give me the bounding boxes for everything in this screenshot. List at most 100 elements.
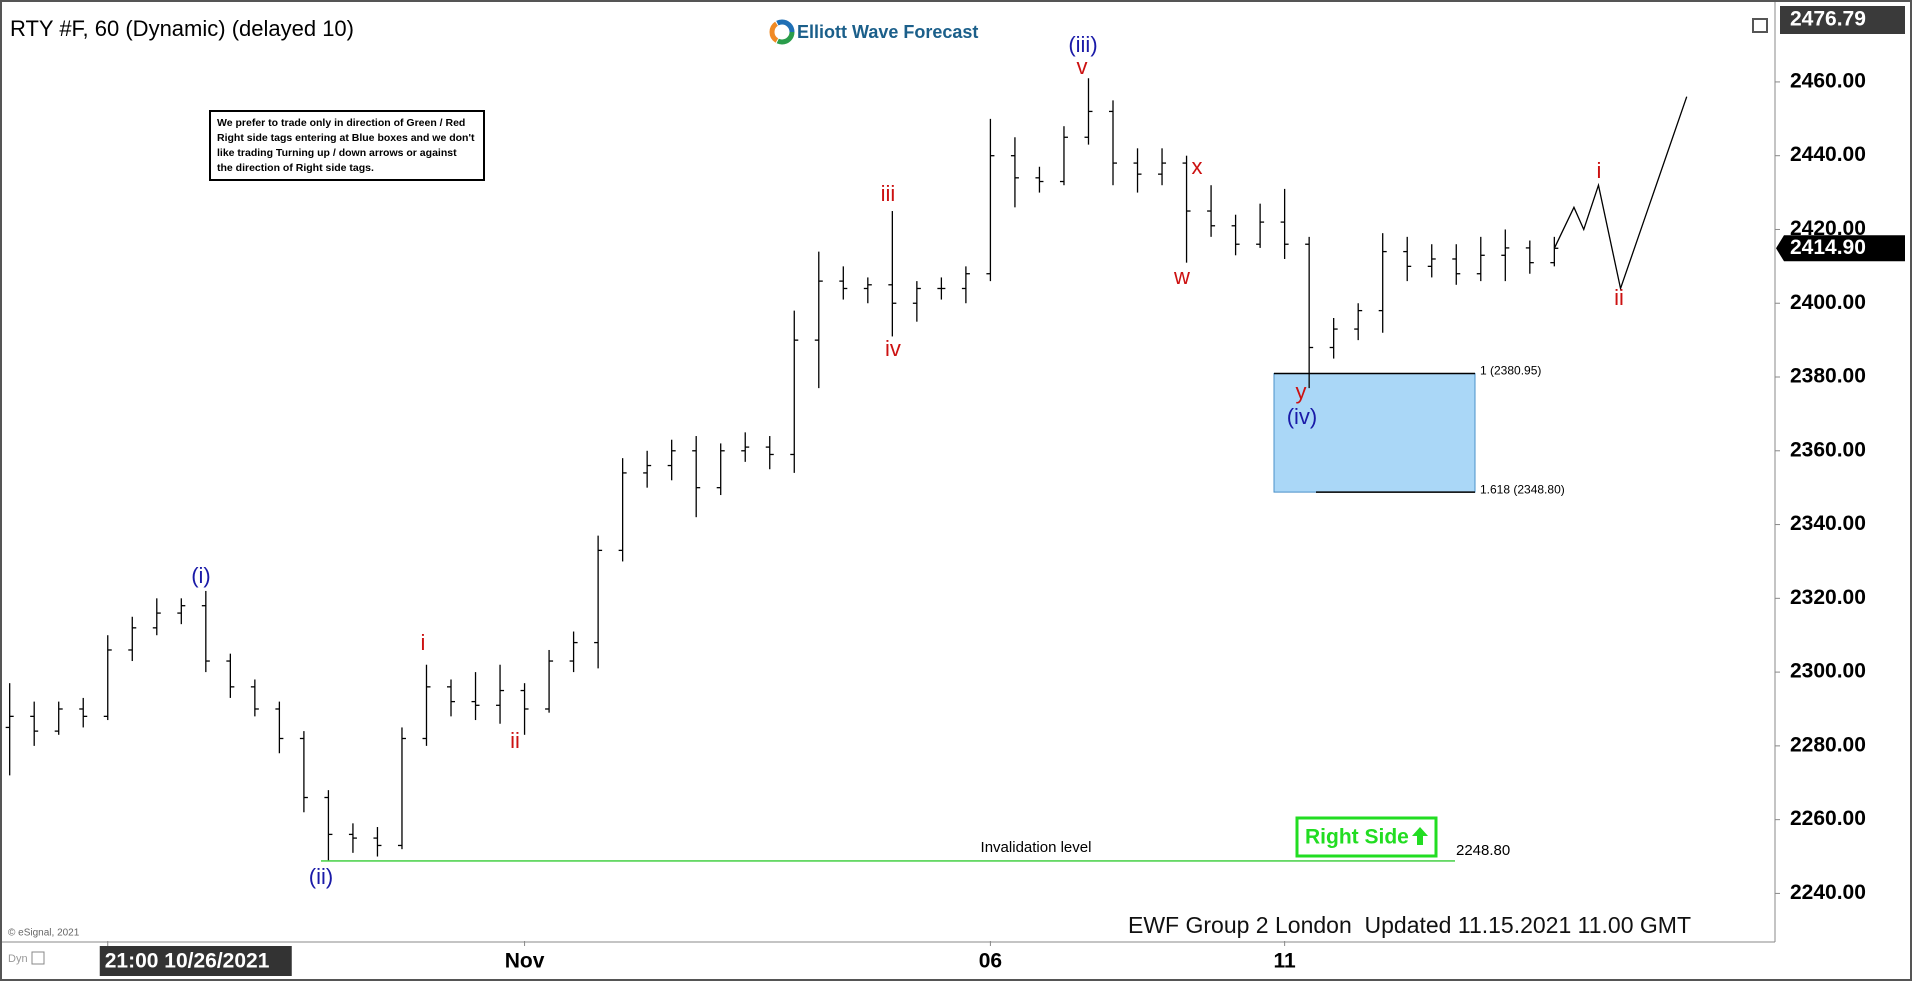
last-price: 2414.90 [1790, 236, 1866, 259]
wave-label: iii [881, 181, 896, 206]
ohlc-bar [79, 697, 88, 728]
ohlc-bar [741, 432, 750, 462]
ohlc-bar [1378, 233, 1387, 333]
wave-label: i [1597, 158, 1602, 183]
y-tick-label: 2240.00 [1790, 881, 1866, 904]
top-price: 2476.79 [1790, 8, 1866, 31]
ohlc-bar [912, 281, 921, 322]
wave-label: (i) [191, 563, 211, 588]
logo-icon [769, 19, 795, 45]
ohlc-bar [1354, 303, 1363, 341]
y-tick-label: 2280.00 [1790, 733, 1866, 756]
ohlc-bar [177, 598, 186, 625]
y-tick-label: 2300.00 [1790, 660, 1866, 683]
note-line: We prefer to trade only in direction of … [217, 117, 465, 129]
ohlc-bar [961, 266, 970, 304]
ohlc-bar [839, 266, 848, 300]
ohlc-bar [250, 679, 259, 717]
copyright: © eSignal, 2021 [8, 928, 80, 939]
ohlc-bar [1256, 203, 1265, 248]
wave-label: (ii) [309, 864, 333, 889]
y-tick-label: 2260.00 [1790, 807, 1866, 830]
window-icon [1752, 18, 1768, 33]
ohlc-bar [594, 535, 603, 669]
ohlc-bar [814, 251, 823, 389]
y-tick-label: 2380.00 [1790, 365, 1866, 388]
ohlc-bar [1525, 240, 1534, 274]
y-tick-label: 2360.00 [1790, 438, 1866, 461]
y-tick-label: 2440.00 [1790, 143, 1866, 166]
projection-line [1553, 96, 1688, 291]
y-tick-label: 2400.00 [1790, 291, 1866, 314]
ohlc-bar [30, 701, 39, 746]
x-tick-label: 11 [1274, 950, 1297, 973]
ohlc-bar [790, 310, 799, 473]
ohlc-bar [5, 683, 14, 776]
wave-label: v [1077, 54, 1088, 79]
chart-title: RTY #F, 60 (Dynamic) (delayed 10) [10, 16, 354, 41]
ohlc-bar [103, 635, 112, 721]
ohlc-bar [520, 683, 529, 735]
ohlc-bar [1501, 229, 1510, 282]
logo-text: Elliott Wave Forecast [797, 22, 978, 42]
x-tick-label: Nov [505, 950, 545, 973]
ohlc-bar [447, 679, 456, 717]
right-side-tag [1295, 816, 1438, 858]
ohlc-bar [496, 664, 505, 724]
ohlc-bar [863, 277, 872, 304]
ohlc-bar [54, 701, 63, 735]
ohlc-bar [545, 649, 554, 713]
ohlc-bar [471, 672, 480, 721]
ohlc-bar [1329, 317, 1338, 359]
x-tick-label: 21:00 10/26/2021 [105, 950, 270, 973]
invalidation-value: 2248.80 [1456, 842, 1510, 859]
wave-label: y [1296, 379, 1307, 404]
ohlc-bar [1280, 188, 1289, 259]
ohlc-bar [1452, 244, 1461, 285]
ohlc-bar [986, 118, 995, 282]
ohlc-bar [1182, 155, 1191, 263]
ohlc-bar [1109, 100, 1118, 186]
mode-icon [31, 951, 45, 965]
note-line: the direction of Right side tags. [217, 162, 374, 174]
right-side-text: Right Side [1305, 826, 1409, 849]
ohlc-bar [324, 790, 333, 861]
ohlc-bar [1010, 137, 1019, 208]
footer: EWF Group 2 London Updated 11.15.2021 11… [1128, 912, 1691, 938]
ohlc-bar [643, 450, 652, 488]
ohlc-bar [1231, 214, 1240, 256]
ohlc-bar [1476, 236, 1485, 282]
ohlc-bar [348, 823, 357, 853]
wave-label: (iv) [1287, 404, 1318, 429]
top-price-tag [1780, 5, 1905, 34]
y-tick-label: 2460.00 [1790, 69, 1866, 92]
fib-label: 1 (2380.95) [1480, 364, 1541, 378]
ohlc-bar [128, 616, 137, 662]
ohlc-bar [1059, 126, 1068, 186]
wave-label: i [421, 630, 426, 655]
ohlc-bar [569, 631, 578, 673]
ohlc-bar [937, 277, 946, 300]
wave-label: ii [1614, 285, 1624, 310]
y-tick-label: 2420.00 [1790, 217, 1866, 240]
ohlc-bar [765, 436, 774, 470]
ohlc-bar [226, 653, 235, 698]
ohlc-bar [299, 731, 308, 813]
ohlc-bar [422, 664, 431, 746]
x-tick-label: 06 [979, 950, 1002, 973]
logo: Elliott Wave Forecast [769, 19, 978, 45]
wave-label: x [1192, 154, 1203, 179]
logo-icon [769, 19, 795, 45]
wave-label: ii [510, 728, 520, 753]
invalidation-text: Invalidation level [981, 839, 1092, 856]
ohlc-bar [667, 439, 676, 481]
ohlc-bar [1207, 185, 1216, 237]
ohlc-bar [275, 701, 284, 754]
ohlc-bar [397, 727, 406, 850]
fib-label: 1.618 (2348.80) [1480, 482, 1565, 496]
ohlc-bar [373, 827, 382, 857]
ohlc-bar [888, 211, 897, 337]
last-price-tag [1776, 235, 1905, 262]
